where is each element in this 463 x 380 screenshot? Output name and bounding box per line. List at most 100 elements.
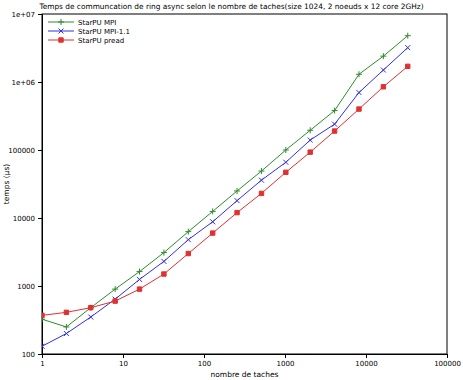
marker	[283, 147, 289, 153]
tick: 100000	[8, 147, 42, 155]
tick: 10	[119, 354, 128, 368]
marker	[332, 129, 336, 133]
tick-label: 1000	[277, 360, 295, 368]
marker	[235, 198, 240, 203]
marker	[186, 251, 190, 255]
marker	[381, 68, 386, 73]
marker	[357, 107, 361, 111]
marker	[137, 277, 142, 282]
marker	[210, 208, 216, 214]
y-axis-title: temps (µs)	[2, 164, 11, 205]
tick-mark	[285, 354, 286, 358]
marker	[283, 160, 288, 165]
tick-label: 100000	[434, 360, 461, 368]
tick-label: 10000	[355, 360, 377, 368]
marker	[64, 310, 68, 314]
chart: 1101001000100001000001001000100001000001…	[0, 0, 463, 380]
marker	[161, 259, 166, 264]
legend-marker	[58, 19, 64, 25]
tick-mark	[38, 218, 42, 219]
marker	[356, 90, 361, 95]
tick-mark	[366, 354, 367, 358]
marker	[185, 229, 191, 235]
x-axis-title: nombre de taches	[210, 370, 278, 379]
tick-mark	[38, 14, 42, 15]
marker	[258, 168, 264, 174]
tick: 100	[198, 354, 211, 368]
marker	[308, 138, 313, 143]
marker	[234, 188, 240, 194]
plot-frame	[42, 14, 447, 354]
marker	[210, 219, 215, 224]
marker	[284, 170, 288, 174]
tick-label: 100	[198, 360, 211, 368]
marker	[259, 191, 263, 195]
marker	[162, 272, 166, 276]
x-axis: 1 10 100 1000 10000 100000	[40, 354, 461, 368]
tick-label: 1	[40, 360, 44, 368]
legend-marker	[59, 38, 63, 42]
axis-line	[43, 355, 448, 359]
tick-label: 10000	[13, 215, 35, 223]
marker	[405, 33, 411, 39]
legend-label: StarPU MPI-1.1	[78, 28, 130, 36]
marker	[64, 331, 69, 336]
tick-label: 10	[119, 360, 128, 368]
y-axis: 1001000100001000001e+061e+07	[8, 11, 42, 359]
marker	[63, 324, 69, 330]
marker	[88, 305, 94, 311]
marker	[42, 344, 45, 349]
marker	[186, 237, 191, 242]
plot-area	[42, 33, 411, 349]
marker	[307, 127, 313, 133]
marker	[406, 64, 410, 68]
marker	[137, 287, 141, 291]
marker	[235, 210, 239, 214]
marker	[332, 108, 338, 114]
title: Temps de communcation de ring async selo…	[38, 2, 423, 11]
tick: 100	[22, 351, 42, 359]
tick: 100000	[434, 354, 461, 368]
marker	[308, 150, 312, 154]
marker	[356, 71, 362, 77]
tick-label: 100	[22, 351, 35, 359]
marker	[137, 269, 143, 275]
marker	[89, 305, 93, 309]
tick: 1e+06	[11, 79, 42, 87]
marker	[380, 53, 386, 59]
marker	[88, 315, 93, 320]
marker	[112, 286, 118, 292]
tick-label: 1e+07	[11, 11, 35, 19]
marker	[161, 250, 167, 256]
tick-mark	[447, 354, 448, 358]
tick-label: 1e+06	[11, 79, 35, 87]
axis-line	[38, 15, 43, 355]
marker	[405, 45, 410, 50]
tick-mark	[38, 150, 42, 151]
legend-item: StarPU MPI-1.1	[48, 28, 130, 36]
legend-label: StarPU pread	[78, 37, 124, 45]
tick-mark	[38, 354, 42, 355]
series-line	[42, 48, 408, 347]
series-line	[42, 66, 408, 315]
tick-mark	[38, 286, 42, 287]
tick: 10000	[355, 354, 377, 368]
legend-item: StarPU MPI	[48, 19, 116, 27]
marker	[381, 85, 385, 89]
legend-marker	[59, 29, 64, 34]
tick-mark	[38, 82, 42, 83]
marker	[259, 178, 264, 183]
legend-item: StarPU pread	[48, 37, 124, 45]
marker	[210, 231, 214, 235]
marker	[113, 299, 117, 303]
legend: StarPU MPIStarPU MPI-1.1StarPU pread	[48, 19, 130, 45]
tick: 1e+07	[11, 11, 42, 19]
tick: 1000	[277, 354, 295, 368]
tick-mark	[204, 354, 205, 358]
series-line	[42, 36, 408, 327]
tick-mark	[123, 354, 124, 358]
tick: 10000	[13, 215, 42, 223]
legend-label: StarPU MPI	[78, 19, 116, 27]
marker	[332, 122, 337, 127]
tick: 1	[40, 354, 44, 368]
